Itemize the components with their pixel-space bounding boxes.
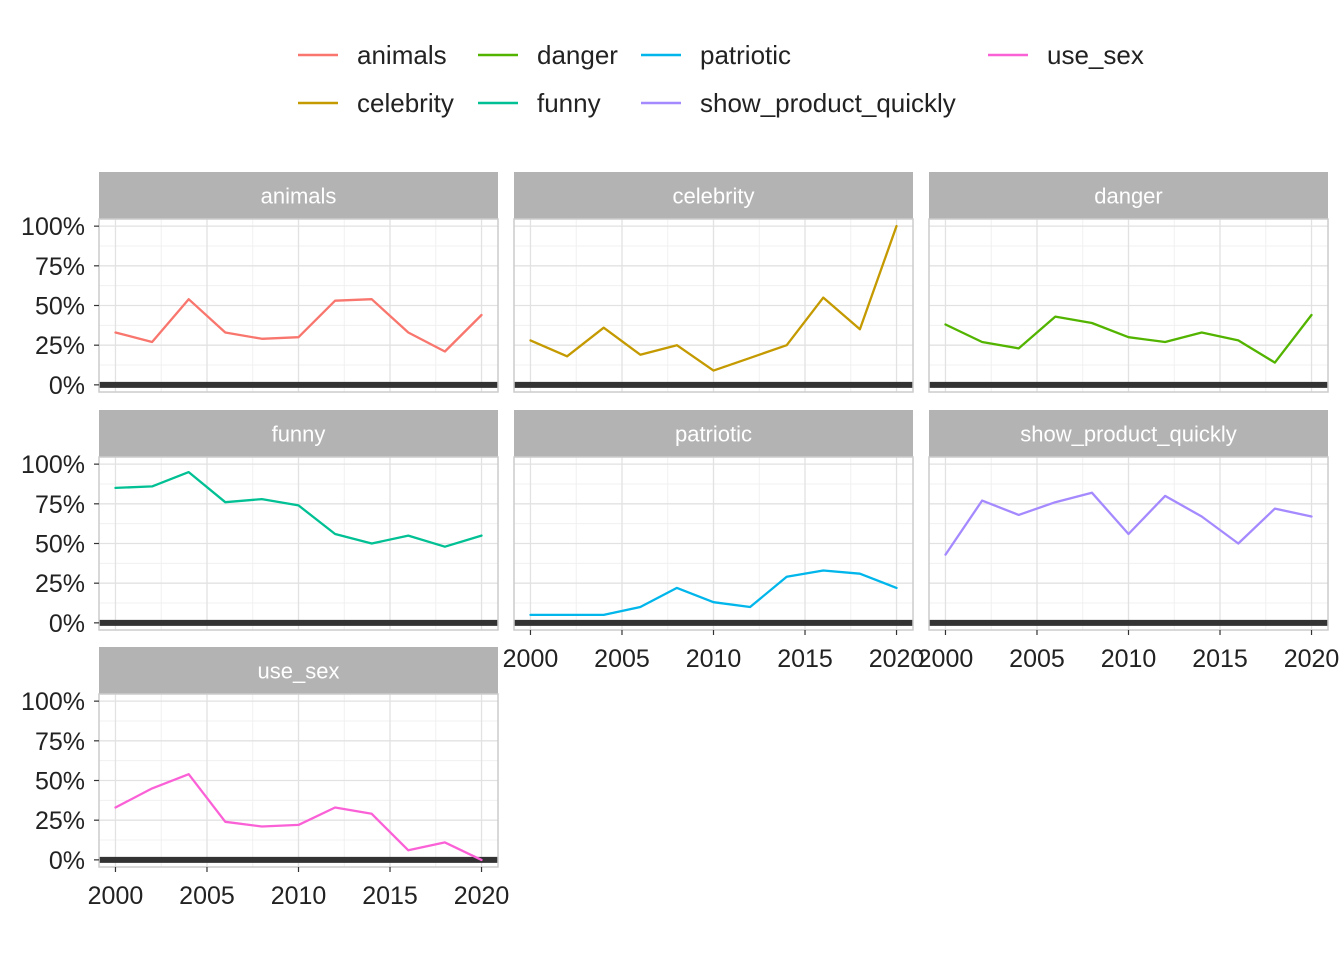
y-tick-label: 100% bbox=[21, 213, 85, 241]
panel-border bbox=[928, 218, 1329, 393]
facet-strip-use_sex bbox=[99, 647, 498, 694]
series-line-animals bbox=[114, 298, 483, 353]
legend-item-celebrity: celebrity bbox=[298, 88, 454, 118]
x-tick-label: 2020 bbox=[454, 882, 510, 910]
x-tick-label: 2005 bbox=[594, 645, 650, 673]
facet-strip-label-patriotic: patriotic bbox=[675, 422, 752, 447]
x-tick-label: 2000 bbox=[503, 645, 559, 673]
y-tick-label: 100% bbox=[21, 688, 85, 716]
y-tick-label: 25% bbox=[35, 332, 85, 360]
series-line-show_product_quickly bbox=[944, 491, 1313, 556]
x-tick-label: 2015 bbox=[1192, 645, 1248, 673]
y-tick-label: 0% bbox=[49, 610, 85, 638]
facet-panel-show_product_quickly: show_product_quickly 2000 2005 2010 2015 2020 bbox=[918, 410, 1340, 673]
y-tick-label: 50% bbox=[35, 768, 85, 796]
legend-label-funny: funny bbox=[537, 88, 601, 118]
facet-panel-danger: danger bbox=[928, 172, 1329, 393]
y-tick-label: 75% bbox=[35, 728, 85, 756]
legend-item-danger: danger bbox=[478, 40, 618, 70]
facet-strip-patriotic bbox=[514, 410, 913, 457]
facet-strip-label-animals: animals bbox=[261, 184, 337, 209]
facet-strip-label-use_sex: use_sex bbox=[258, 659, 340, 684]
facet-panel-funny: funny 0% 25% 50% 75% 100% bbox=[21, 410, 499, 638]
series-line-danger bbox=[944, 313, 1313, 364]
legend-label-use_sex: use_sex bbox=[1047, 40, 1144, 70]
facet-strip-celebrity bbox=[514, 172, 913, 219]
facet-strip-animals bbox=[99, 172, 498, 219]
y-tick-label: 75% bbox=[35, 491, 85, 519]
legend-label-danger: danger bbox=[537, 40, 618, 70]
panel-border bbox=[513, 218, 914, 393]
facet-panel-animals: animals 0% 25% 50% 75% 100% bbox=[21, 172, 499, 400]
legend-label-animals: animals bbox=[357, 40, 447, 70]
facet-strip-label-funny: funny bbox=[272, 422, 326, 447]
x-tick-label: 2005 bbox=[1009, 645, 1065, 673]
legend-item-show_product_quickly: show_product_quickly bbox=[641, 88, 956, 118]
series-line-patriotic bbox=[529, 569, 898, 617]
facet-strip-label-celebrity: celebrity bbox=[673, 184, 755, 209]
x-tick-label: 2020 bbox=[869, 645, 925, 673]
y-tick-label: 100% bbox=[21, 451, 85, 479]
series-line-use_sex bbox=[114, 773, 483, 862]
y-tick-label: 50% bbox=[35, 531, 85, 559]
legend: animals celebrity danger funny patriotic show… bbox=[298, 40, 1144, 118]
x-tick-label: 2010 bbox=[271, 882, 327, 910]
x-tick-label: 2015 bbox=[777, 645, 833, 673]
series-line-funny bbox=[114, 470, 483, 548]
y-tick-label: 25% bbox=[35, 807, 85, 835]
y-tick-label: 0% bbox=[49, 847, 85, 875]
legend-label-show_product_quickly: show_product_quickly bbox=[700, 88, 956, 118]
legend-item-patriotic: patriotic bbox=[641, 40, 791, 70]
legend-item-use_sex: use_sex bbox=[988, 40, 1144, 70]
facet-panel-use_sex: use_sex 0% 25% 50% 75% 100% 2000 2005 2010 2015 20… bbox=[21, 647, 509, 910]
facet-strip-label-show_product_quickly: show_product_quickly bbox=[1020, 422, 1236, 447]
legend-label-patriotic: patriotic bbox=[700, 40, 791, 70]
facet-strip-danger bbox=[929, 172, 1328, 219]
series-line-celebrity bbox=[529, 224, 898, 372]
y-tick-label: 0% bbox=[49, 372, 85, 400]
legend-label-celebrity: celebrity bbox=[357, 88, 454, 118]
legend-item-funny: funny bbox=[478, 88, 601, 118]
x-tick-label: 2000 bbox=[918, 645, 974, 673]
facet-strip-show_product_quickly bbox=[929, 410, 1328, 457]
y-tick-label: 50% bbox=[35, 293, 85, 321]
legend-item-animals: animals bbox=[298, 40, 447, 70]
y-tick-label: 25% bbox=[35, 570, 85, 598]
x-tick-label: 2000 bbox=[88, 882, 144, 910]
y-tick-label: 75% bbox=[35, 253, 85, 281]
x-tick-label: 2010 bbox=[1101, 645, 1157, 673]
facet-strip-funny bbox=[99, 410, 498, 457]
x-tick-label: 2015 bbox=[362, 882, 418, 910]
facet-strip-label-danger: danger bbox=[1094, 184, 1163, 209]
x-tick-label: 2005 bbox=[179, 882, 235, 910]
facet-panel-patriotic: patriotic 2000 2005 2010 2015 2020 bbox=[503, 410, 925, 673]
x-tick-label: 2020 bbox=[1284, 645, 1340, 673]
x-tick-label: 2010 bbox=[686, 645, 742, 673]
facet-panel-celebrity: celebrity bbox=[513, 172, 914, 393]
